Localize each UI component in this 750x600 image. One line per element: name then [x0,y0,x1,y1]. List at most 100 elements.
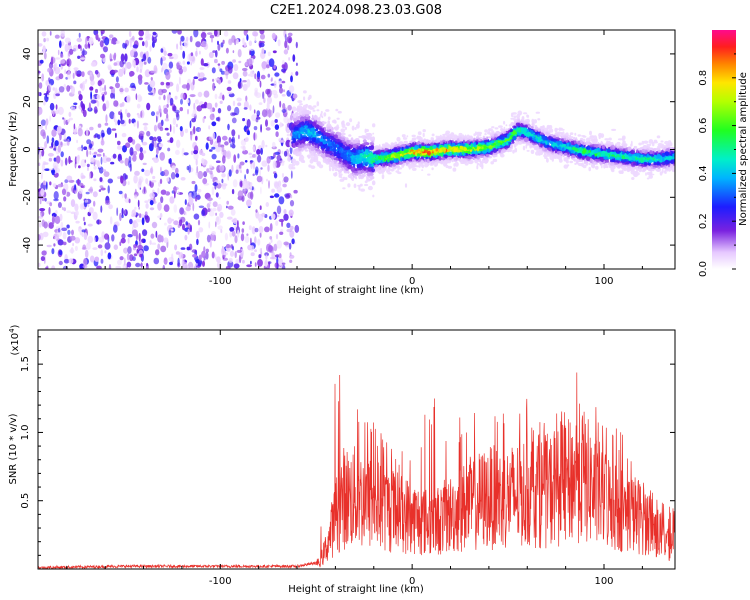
ridge-cell [335,108,339,112]
noise-cell [260,124,262,133]
noise-cell [251,114,257,122]
noise-cell [97,219,100,225]
noise-cell [150,70,156,74]
noise-cell [279,121,282,128]
noise-cell [212,82,216,92]
noise-cell [286,133,291,137]
ridge-cell [554,136,560,139]
noise-cell [207,208,211,213]
noise-cell [133,174,138,184]
noise-cell [192,108,197,117]
chart-title: C2E1.2024.098.23.03.G08 [270,3,442,18]
noise-cell [154,141,157,148]
noise-cell [61,206,64,211]
noise-cell [258,226,264,234]
noise-cell [64,179,69,184]
ridge-cell [533,119,537,124]
noise-cell [44,141,48,149]
noise-cell [179,126,183,132]
noise-cell [251,226,256,235]
noise-cell [146,102,151,111]
noise-cell [142,122,149,126]
ridge-cell [299,106,305,110]
noise-cell [140,262,143,268]
noise-cell [249,245,255,251]
ridge-cell [327,116,331,121]
noise-cell [281,59,285,66]
ridge-cell [537,118,541,121]
noise-cell [135,93,138,101]
noise-cell [103,46,108,53]
noise-cell [146,33,152,37]
noise-cell [127,234,133,238]
noise-cell [198,72,205,78]
noise-cell [116,145,123,150]
noise-cell [266,109,273,118]
noise-cell [85,191,90,195]
noise-cell [131,209,137,218]
noise-cell [231,143,236,149]
noise-cell [247,130,250,136]
noise-cell [232,179,238,188]
noise-cell [223,30,229,37]
noise-cell [228,66,233,74]
noise-cell [172,53,179,60]
noise-cell [40,188,45,197]
noise-cell [272,105,275,114]
noise-cell [82,109,87,118]
noise-cell [267,264,270,269]
noise-cell [114,119,118,126]
ridge-cell [331,166,335,172]
noise-cell [205,248,209,253]
noise-cell [102,155,108,164]
noise-cell [159,217,162,220]
noise-cell [185,206,191,212]
noise-cell [160,48,164,53]
noise-cell [113,244,119,250]
noise-cell [127,237,130,244]
noise-cell [287,104,292,111]
noise-cell [77,147,82,151]
noise-cell [268,58,275,67]
noise-cell [48,157,53,162]
noise-cell [186,61,190,65]
noise-cell [125,142,131,148]
noise-cell [268,245,273,252]
noise-cell [274,72,280,77]
noise-cell [259,232,262,238]
noise-cell [217,43,221,51]
noise-cell [248,48,255,52]
noise-cell [260,147,263,155]
noise-cell [219,92,223,100]
noise-cell [43,52,47,60]
noise-cell [141,58,144,62]
noise-cell [222,182,225,186]
noise-cell [267,51,271,57]
noise-cell [61,227,68,232]
noise-cell [138,232,141,242]
ridge-cell [454,161,459,167]
noise-cell [209,113,215,121]
noise-cell [149,167,153,174]
noise-cell [241,259,245,264]
noise-cell [208,125,211,130]
noise-cell [88,143,93,149]
ridge-cell [372,132,375,135]
noise-cell [233,64,239,72]
noise-cell [142,162,147,166]
noise-cell [222,39,225,45]
noise-cell [264,226,270,233]
noise-cell [51,129,57,137]
noise-cell [209,149,213,152]
noise-cell [38,82,43,89]
noise-cell [203,90,210,98]
noise-cell [51,141,54,148]
noise-cell [169,137,174,144]
noise-cell [84,199,89,203]
noise-cell [200,32,207,39]
noise-cell [213,30,218,37]
noise-cell [89,126,94,131]
noise-cell [60,141,63,148]
noise-cell [156,146,159,155]
noise-cell [209,34,215,39]
